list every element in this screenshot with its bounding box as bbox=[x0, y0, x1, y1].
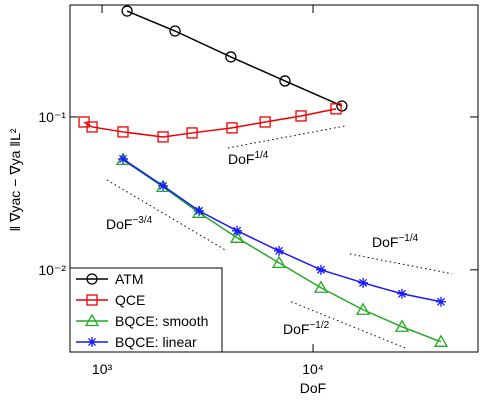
marker bbox=[226, 122, 238, 134]
marker bbox=[117, 153, 128, 164]
marker bbox=[394, 319, 410, 332]
marker bbox=[330, 103, 342, 115]
legend-label: QCE bbox=[115, 292, 145, 308]
marker bbox=[315, 264, 326, 275]
annotation-exponent: −1/4 bbox=[398, 233, 418, 244]
marker bbox=[87, 337, 97, 347]
annotation: DoF−3/4 bbox=[106, 215, 153, 232]
marker bbox=[358, 277, 369, 288]
marker bbox=[86, 121, 98, 133]
marker bbox=[169, 25, 181, 37]
annotation: DoF−1/4 bbox=[372, 233, 419, 250]
reference-line bbox=[106, 179, 226, 251]
marker bbox=[271, 255, 287, 269]
marker bbox=[229, 230, 245, 243]
marker bbox=[86, 273, 98, 285]
legend-label: ATM bbox=[115, 271, 144, 287]
annotation-exponent: −3/4 bbox=[132, 215, 152, 226]
marker bbox=[259, 116, 271, 128]
series-line bbox=[126, 10, 343, 107]
marker bbox=[336, 100, 348, 112]
marker bbox=[157, 131, 169, 143]
y-axis-label: ‖ ∇yac − ∇ya ‖L² bbox=[7, 128, 23, 231]
x-tick-label: 10³ bbox=[92, 361, 113, 377]
marker bbox=[232, 225, 243, 236]
x-axis-label: DoF bbox=[300, 380, 326, 396]
marker bbox=[435, 296, 446, 307]
annotation-exponent: −1/2 bbox=[309, 320, 329, 331]
marker bbox=[121, 5, 133, 17]
series-line bbox=[83, 108, 337, 138]
marker bbox=[86, 294, 98, 306]
reference-line bbox=[290, 301, 408, 350]
y-tick-label: 10⁻² bbox=[38, 262, 66, 278]
marker bbox=[355, 302, 371, 315]
marker bbox=[433, 334, 449, 347]
x-tick-label: 10⁴ bbox=[302, 361, 324, 377]
y-tick-label: 10⁻¹ bbox=[38, 109, 66, 125]
reference-line bbox=[349, 253, 453, 275]
annotation-base: DoF bbox=[106, 216, 132, 232]
marker bbox=[279, 75, 291, 87]
reference-line bbox=[227, 125, 346, 149]
annotation-base: DoF bbox=[228, 151, 254, 167]
marker bbox=[117, 126, 129, 138]
annotation-exponent: 1/4 bbox=[254, 150, 268, 161]
marker bbox=[397, 288, 408, 299]
marker bbox=[225, 51, 237, 63]
series-line bbox=[122, 159, 442, 343]
marker bbox=[194, 205, 205, 216]
plot-content bbox=[78, 5, 453, 350]
legend-label: BQCE: smooth bbox=[115, 313, 208, 329]
marker bbox=[186, 127, 198, 139]
marker bbox=[295, 110, 307, 122]
marker bbox=[313, 280, 329, 293]
annotation-base: DoF bbox=[283, 321, 309, 337]
annotation-base: DoF bbox=[372, 234, 398, 250]
marker bbox=[158, 180, 169, 191]
marker bbox=[274, 245, 285, 256]
annotation: DoF1/4 bbox=[228, 150, 269, 167]
marker bbox=[84, 313, 100, 327]
legend-label: BQCE: linear bbox=[115, 334, 197, 350]
annotation: DoF−1/2 bbox=[283, 320, 330, 337]
